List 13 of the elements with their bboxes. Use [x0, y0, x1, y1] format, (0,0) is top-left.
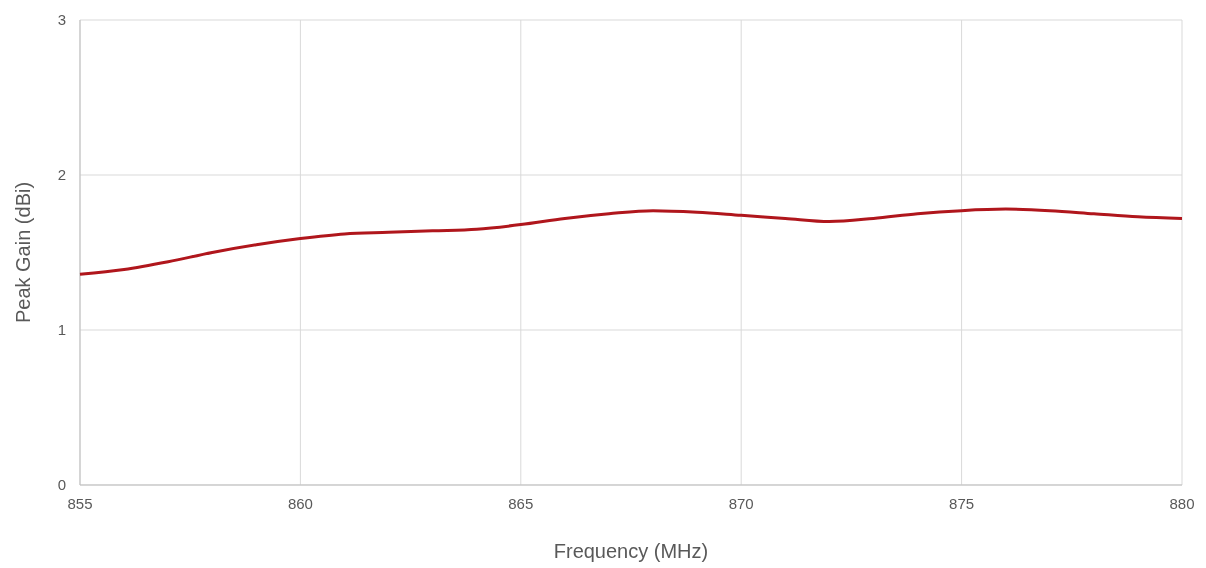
y-tick-label: 1	[57, 321, 66, 339]
y-tick-label: 2	[57, 166, 66, 184]
y-tick-label: 3	[57, 11, 66, 29]
y-tick-label: 0	[57, 476, 66, 494]
x-tick-label: 865	[508, 495, 534, 512]
x-tick-label: 855	[67, 495, 93, 512]
x-tick-label: 880	[1169, 495, 1195, 512]
x-tick-label: 860	[287, 495, 313, 512]
x-axis-title: Frequency (MHz)	[553, 540, 709, 562]
y-axis-title: Peak Gain (dBi)	[12, 181, 34, 324]
x-tick-label: 875	[949, 495, 975, 512]
line-series	[78, 207, 1184, 276]
x-tick-label: 870	[728, 495, 754, 512]
